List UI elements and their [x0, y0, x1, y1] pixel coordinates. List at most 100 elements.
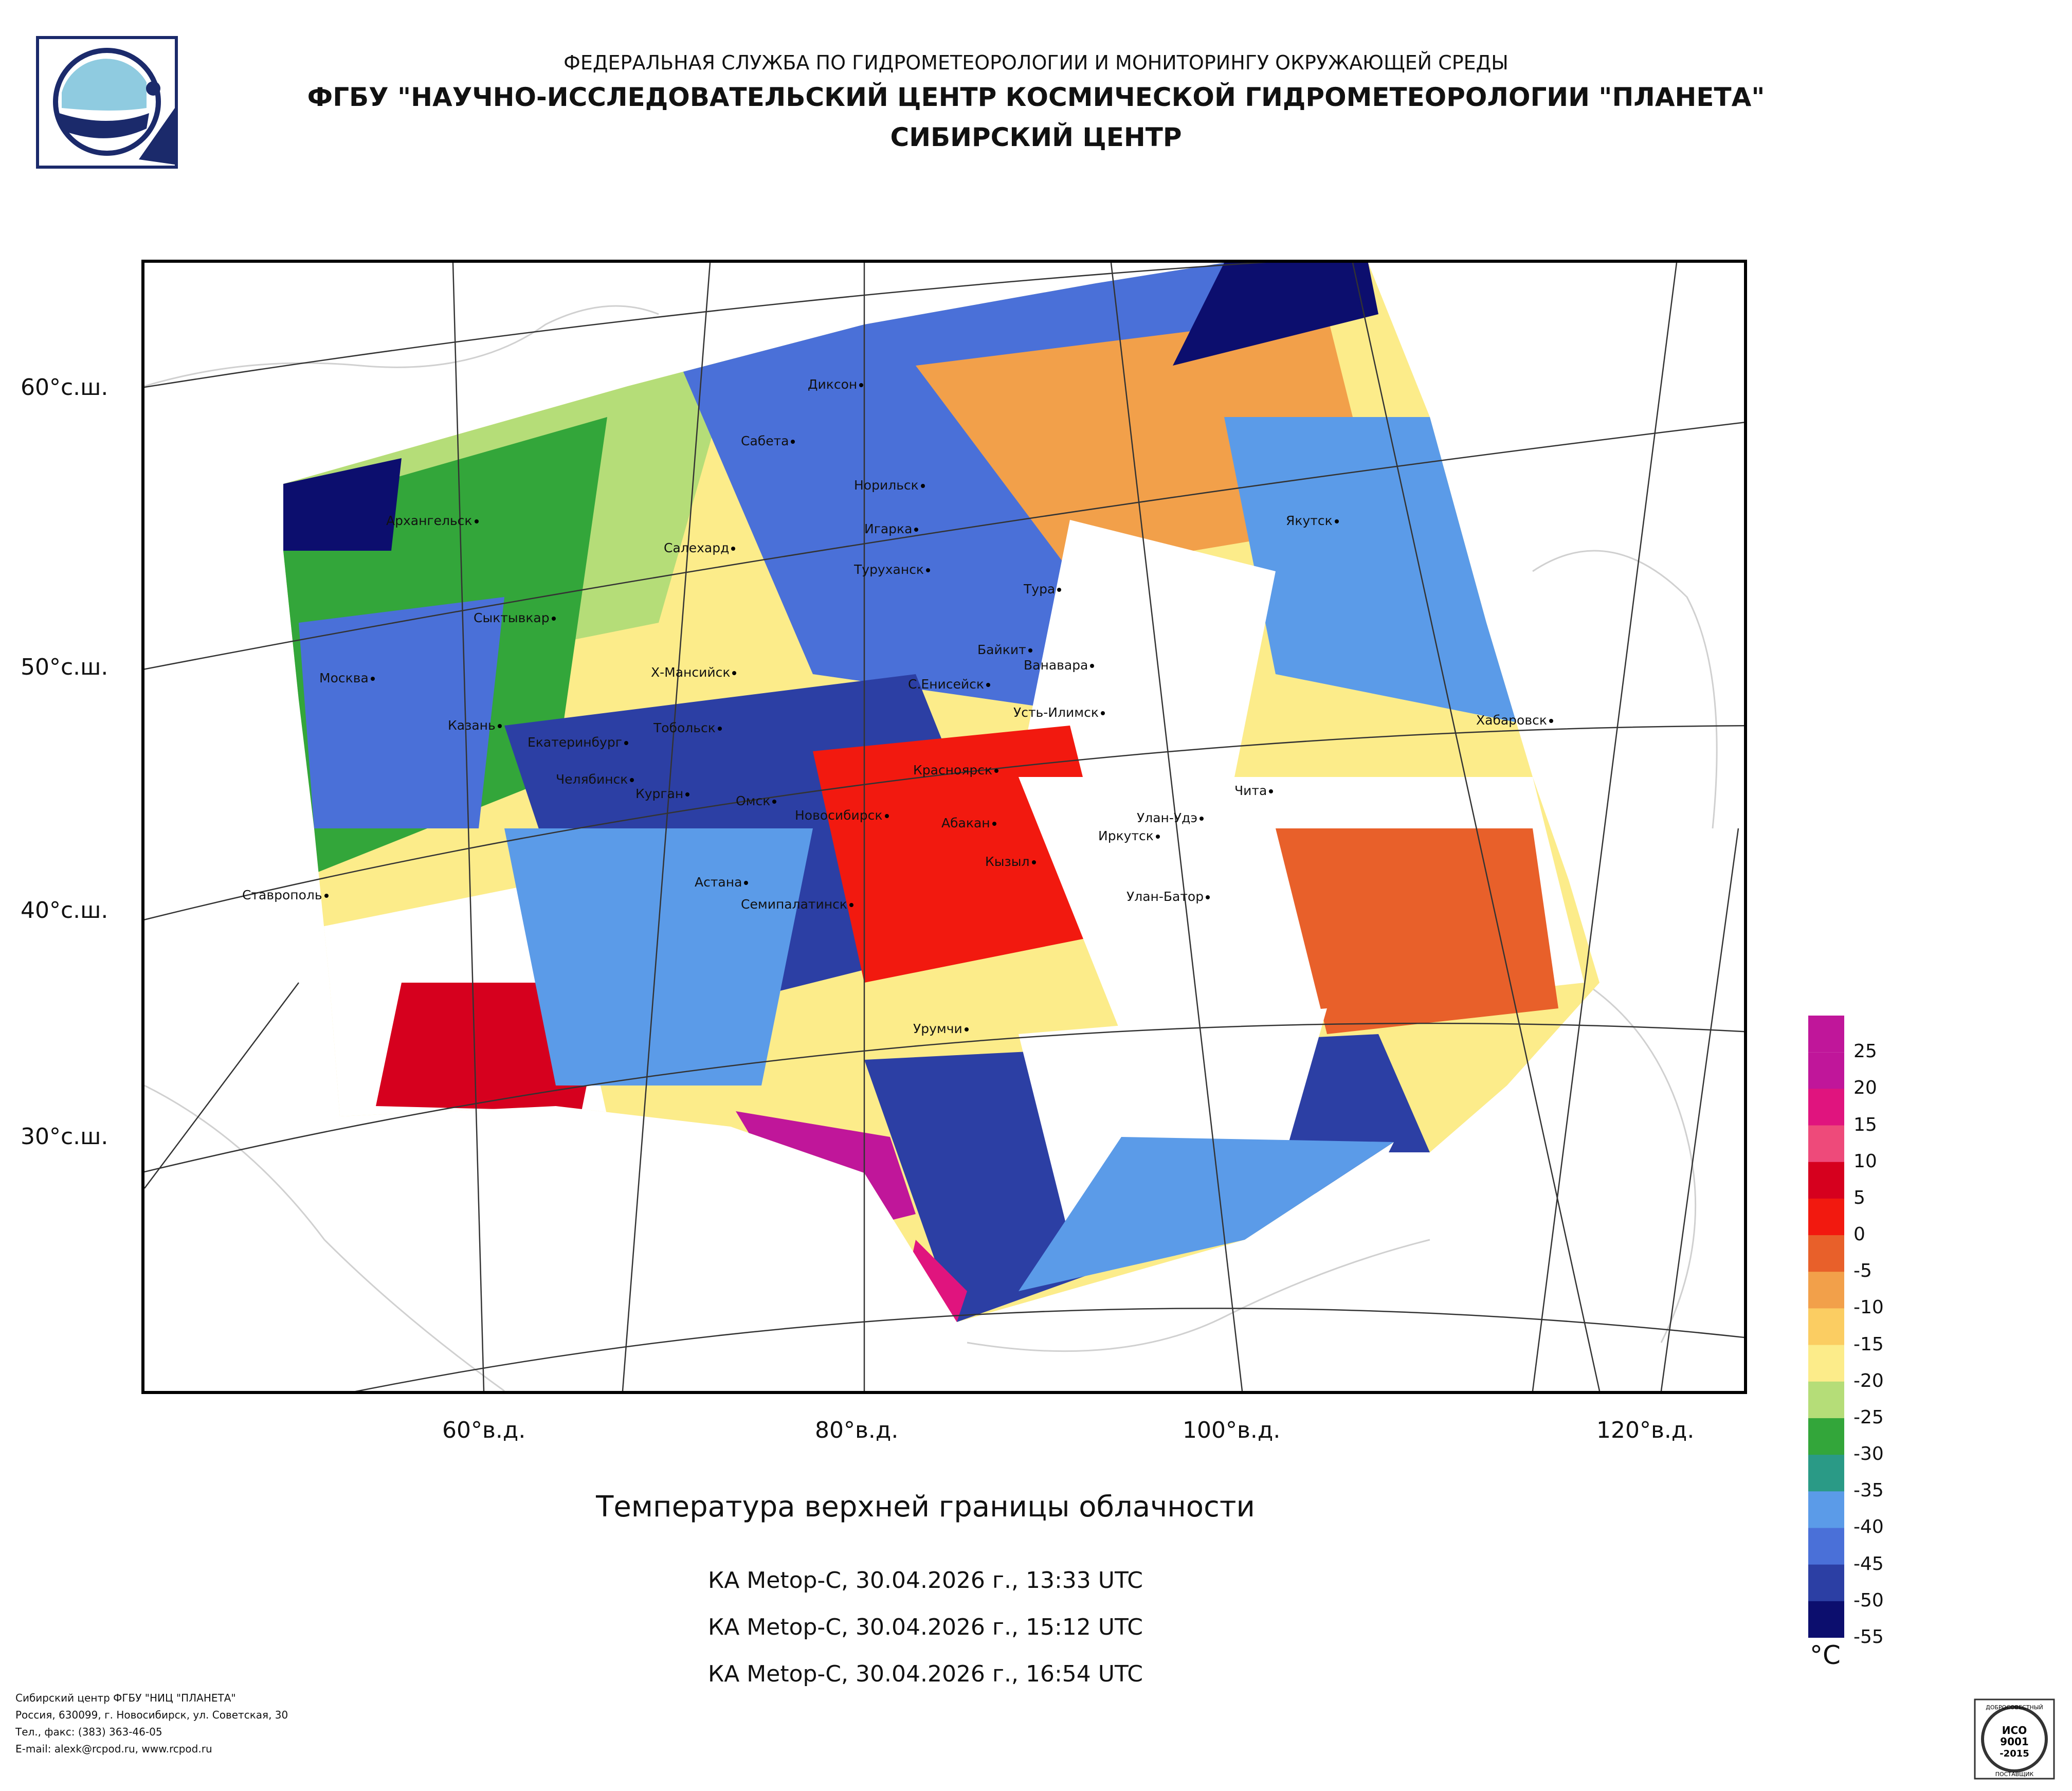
city-label: Тура — [1024, 582, 1062, 596]
legend-swatch — [1808, 1418, 1844, 1455]
city-label: Игарка — [864, 521, 919, 536]
city-label: Усть-Илимск — [1013, 705, 1105, 720]
legend-label: 5 — [1853, 1187, 1865, 1208]
legend-label: 10 — [1853, 1150, 1877, 1172]
pass-time: КА Metop-C, 30.04.2026 г., 16:54 UTC — [707, 1661, 1143, 1687]
city-label: Х-Мансийск — [651, 665, 737, 680]
lon-label-80: 80°в.д. — [815, 1417, 899, 1443]
city-label: Москва — [319, 671, 375, 685]
lat-label-30: 30°с.ш. — [21, 1124, 108, 1150]
city-label: Байкит — [977, 642, 1032, 657]
city-label: Архангельск — [386, 513, 479, 528]
legend-label: -30 — [1853, 1443, 1884, 1465]
legend-swatch — [1808, 1089, 1844, 1126]
lon-label-120: 120°в.д. — [1596, 1417, 1695, 1443]
satellite-map: Диксон Сабета Норильск Игарка Архангельс… — [141, 260, 1747, 1394]
legend-label: 15 — [1853, 1114, 1877, 1135]
product-title: Температура верхней границы облачности — [596, 1490, 1255, 1524]
city-label: Урумчи — [913, 1021, 969, 1036]
city-label: Кызыл — [985, 854, 1036, 869]
legend-swatch — [1808, 1601, 1844, 1638]
legend-label: 20 — [1853, 1077, 1877, 1099]
legend-label: -55 — [1853, 1626, 1884, 1648]
city-label: Чита — [1234, 783, 1274, 798]
svg-text:ПОСТАВЩИК: ПОСТАВЩИК — [1995, 1771, 2034, 1778]
city-label: Туруханск — [854, 562, 931, 577]
legend-swatch — [1808, 1198, 1844, 1236]
legend-swatch — [1808, 1455, 1844, 1492]
legend-label: -25 — [1853, 1406, 1884, 1428]
lat-label-40: 40°с.ш. — [21, 897, 108, 924]
header-center: СИБИРСКИЙ ЦЕНТР — [890, 122, 1182, 152]
pass-time: КА Metop-C, 30.04.2026 г., 13:33 UTC — [707, 1567, 1143, 1594]
legend-label: -35 — [1853, 1480, 1884, 1501]
city-label: Семипалатинск — [741, 897, 853, 912]
city-label: Ставрополь — [242, 888, 329, 902]
legend-swatch — [1808, 1272, 1844, 1309]
legend-label: -20 — [1853, 1370, 1884, 1391]
footer-email: E-mail: alexk@rcpod.ru, www.rcpod.ru — [15, 1743, 212, 1755]
legend-label: 0 — [1853, 1224, 1865, 1245]
city-label: Сыктывкар — [474, 610, 556, 625]
legend-swatch — [1808, 1016, 1844, 1053]
city-label: Улан-Батор — [1126, 889, 1210, 904]
legend-swatch — [1808, 1381, 1844, 1419]
planeta-logo — [36, 36, 178, 169]
legend-unit: °C — [1810, 1640, 1841, 1670]
city-label: Якутск — [1286, 513, 1339, 528]
legend-swatch — [1808, 1308, 1844, 1346]
city-label: С.Енисейск — [908, 677, 991, 692]
city-label: Диксон — [808, 377, 864, 392]
cloud-top-temperature-layer — [283, 263, 1600, 1322]
map-canvas — [144, 263, 1744, 1391]
city-label: Тобольск — [653, 720, 722, 735]
lon-label-60: 60°в.д. — [442, 1417, 526, 1443]
city-label: Новосибирск — [795, 808, 889, 823]
city-label: Улан-Удэ — [1137, 810, 1204, 825]
legend-swatch — [1808, 1491, 1844, 1528]
city-label: Курган — [635, 786, 690, 801]
svg-text:9001: 9001 — [2000, 1735, 2029, 1748]
city-label: Красноярск — [913, 763, 999, 777]
lat-label-60: 60°с.ш. — [21, 374, 108, 401]
temperature-color-scale — [1808, 1016, 1844, 1638]
legend-label: -50 — [1853, 1589, 1884, 1611]
legend-label: -45 — [1853, 1553, 1884, 1575]
city-label: Омск — [736, 793, 777, 808]
lat-label-50: 50°с.ш. — [21, 654, 108, 680]
legend-swatch — [1808, 1125, 1844, 1163]
legend-label: -15 — [1853, 1333, 1884, 1355]
pass-time: КА Metop-C, 30.04.2026 г., 15:12 UTC — [707, 1614, 1143, 1640]
city-label: Сабета — [741, 433, 795, 448]
city-label: Казань — [448, 718, 502, 733]
city-label: Челябинск — [556, 772, 634, 787]
legend-swatch — [1808, 1162, 1844, 1199]
legend-swatch — [1808, 1564, 1844, 1602]
city-label: Ванавара — [1024, 658, 1095, 673]
city-label: Астана — [695, 875, 749, 890]
legend-swatch — [1808, 1528, 1844, 1565]
legend-label: -10 — [1853, 1297, 1884, 1318]
footer-org: Сибирский центр ФГБУ "НИЦ "ПЛАНЕТА" — [15, 1692, 236, 1704]
iso-certificate-badge: ДОБРОСОВЕСТНЫЙ ИСО 9001 -2015 ПОСТАВЩИК — [1974, 1698, 2055, 1780]
legend-swatch — [1808, 1345, 1844, 1382]
legend-label: 25 — [1853, 1041, 1877, 1062]
city-label: Иркутск — [1098, 828, 1160, 843]
legend-label: -40 — [1853, 1516, 1884, 1538]
svg-text:ИСО: ИСО — [2002, 1724, 2027, 1736]
graticule — [144, 263, 1744, 1391]
city-label: Норильск — [854, 478, 925, 493]
legend-swatch — [1808, 1052, 1844, 1089]
legend-label: -5 — [1853, 1260, 1872, 1282]
country-borders — [144, 305, 1718, 1391]
city-label: Хабаровск — [1476, 713, 1553, 728]
svg-text:ДОБРОСОВЕСТНЫЙ: ДОБРОСОВЕСТНЫЙ — [1986, 1704, 2043, 1711]
svg-text:-2015: -2015 — [2000, 1748, 2029, 1759]
lon-label-100: 100°в.д. — [1183, 1417, 1281, 1443]
footer-phone: Тел., факс: (383) 363-46-05 — [15, 1726, 162, 1738]
footer-address: Россия, 630099, г. Новосибирск, ул. Сове… — [15, 1709, 288, 1721]
city-label: Екатеринбург — [528, 735, 628, 750]
city-label: Салехард — [664, 540, 736, 555]
header-institute: ФГБУ "НАУЧНО-ИССЛЕДОВАТЕЛЬСКИЙ ЦЕНТР КОС… — [307, 82, 1765, 112]
city-label: Абакан — [941, 816, 996, 830]
